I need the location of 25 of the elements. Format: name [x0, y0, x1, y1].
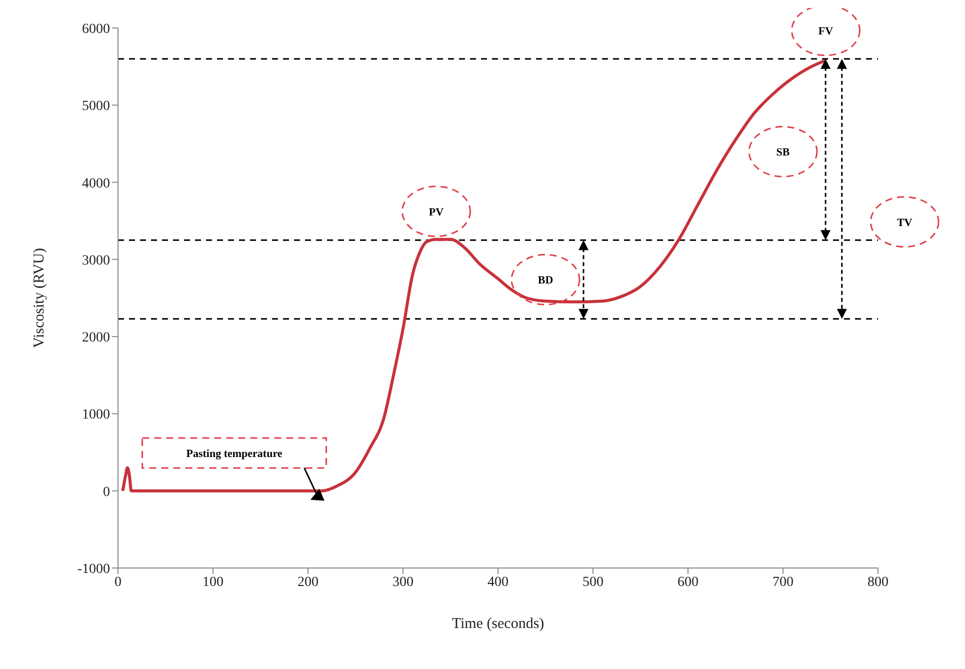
- x-tick-label: 100: [202, 574, 224, 590]
- y-tick-label: 0: [103, 484, 110, 500]
- y-tick-label: 5000: [82, 99, 110, 114]
- y-tick-label: 2000: [82, 330, 110, 346]
- x-tick-label: 600: [678, 574, 698, 590]
- x-axis-title: Time (seconds): [452, 616, 544, 632]
- annotation: SB: [776, 146, 790, 159]
- y-tick-label: 3000: [82, 253, 110, 268]
- y-axis-title: Viscosity (RVU): [31, 248, 48, 348]
- x-tick-label: 0: [114, 574, 122, 590]
- y-tick-label: 1000: [82, 408, 110, 423]
- y-tick-label: 4000: [82, 176, 110, 192]
- annotation: BD: [538, 274, 554, 287]
- x-tick-label: 700: [772, 574, 794, 590]
- annotation: PV: [428, 206, 444, 218]
- x-tick-label: 200: [298, 574, 318, 590]
- x-tick-label: 800: [868, 574, 888, 590]
- annotation: Pasting temperature: [186, 448, 282, 460]
- x-tick-label: 500: [582, 574, 604, 590]
- text: TV: [896, 216, 912, 229]
- y-tick-label: 6000: [82, 22, 110, 37]
- annotation: FV: [818, 25, 834, 38]
- x-tick-label: 400: [488, 574, 508, 590]
- y-tick-label: -1000: [77, 562, 110, 577]
- x-tick-label: 300: [392, 574, 414, 590]
